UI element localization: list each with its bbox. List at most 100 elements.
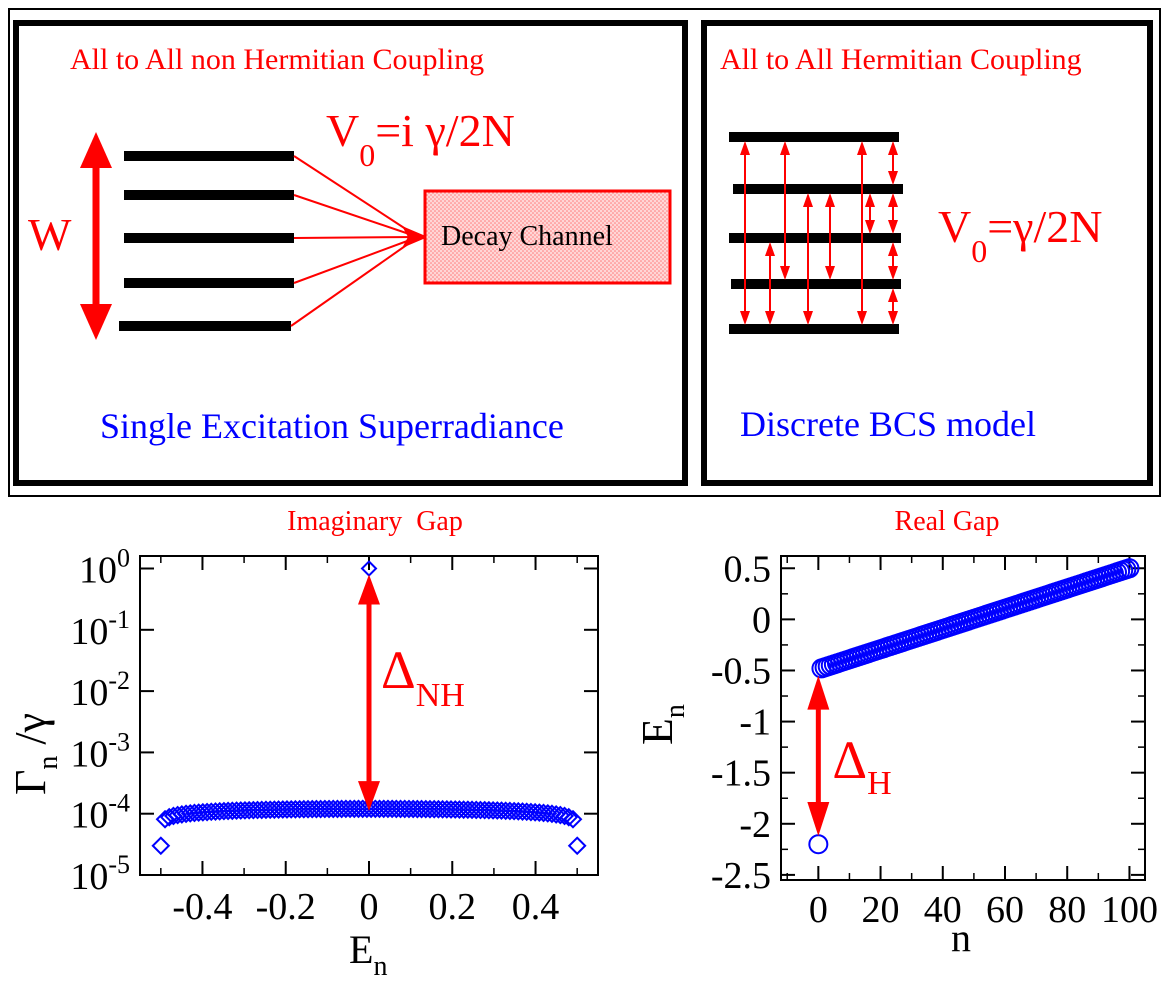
x-tick-label: 80 <box>1048 889 1086 931</box>
real-gap-ticks: 0 20 40 60 80 100 0.5 0 -0.5 -1 -1.5 -2 -2.5 <box>711 548 1158 931</box>
data-point <box>563 809 583 829</box>
data-point <box>529 803 549 823</box>
data-point <box>290 799 310 819</box>
arrowhead <box>888 242 898 256</box>
data-point <box>471 800 490 820</box>
arrowhead <box>888 288 898 302</box>
y-tick-label: -0.5 <box>711 650 771 692</box>
x-tick-label: 0.2 <box>429 886 477 928</box>
hermitian-heading: All to All Hermitian Coupling <box>720 43 1082 76</box>
non-hermitian-panel-border <box>13 20 688 486</box>
arrowhead <box>888 220 898 234</box>
decay-channel-label: Decay Channel <box>441 221 613 252</box>
real-gap-points <box>808 558 1140 855</box>
hermitian-panel: All to All Hermitian Coupling V0=γ/2N Di… <box>701 20 1153 486</box>
data-point <box>277 800 297 819</box>
y-tick-label: 100 <box>79 544 130 592</box>
arrowhead <box>865 220 875 234</box>
data-point <box>311 799 331 819</box>
data-point <box>399 799 419 819</box>
data-point <box>243 800 263 820</box>
arrowhead <box>807 802 830 837</box>
energy-level <box>119 321 291 331</box>
imaginary-gap-ticks: -0.4 -0.2 0 0.2 0.4 100 10-1 10-2 10-3 10-4 10-5 <box>70 544 598 928</box>
data-point <box>302 799 322 819</box>
real-gap-xlabel: n <box>951 915 971 960</box>
y-tick-label: -1 <box>739 702 771 744</box>
hermitian-coupling-label: V0=γ/2N <box>938 201 1103 269</box>
y-tick-label: 0.5 <box>724 548 772 590</box>
data-point <box>323 799 343 819</box>
data-point <box>521 802 541 822</box>
x-tick-label: 20 <box>862 889 900 931</box>
arrowhead <box>807 675 830 710</box>
non-hermitian-panel: All to All non Hermitian Coupling W V0=i… <box>13 20 688 486</box>
data-point <box>424 799 444 819</box>
data-point <box>412 799 431 819</box>
data-point <box>357 799 377 819</box>
data-point <box>386 799 406 819</box>
data-point <box>252 800 272 820</box>
data-point <box>273 800 293 819</box>
energy-level <box>729 233 901 243</box>
y-tick-label: 10-5 <box>70 850 130 898</box>
pair-coupling-arrow <box>857 141 867 325</box>
data-point <box>315 799 335 819</box>
data-point <box>458 800 478 820</box>
arrowhead <box>888 193 898 207</box>
imaginary-gap-xlabel: En <box>349 927 387 981</box>
outer-frame <box>8 8 1161 497</box>
data-point <box>391 799 410 819</box>
energy-levels-right <box>729 132 903 334</box>
data-point <box>260 800 280 820</box>
real-gap-ylabel: En <box>633 704 691 745</box>
data-point <box>328 799 347 819</box>
pair-coupling-arrow <box>825 193 835 280</box>
data-point <box>517 802 537 822</box>
energy-level <box>124 233 294 243</box>
imaginary-gap-points <box>151 560 587 856</box>
x-tick-label: 0 <box>809 889 828 931</box>
data-point <box>462 800 482 820</box>
pair-coupling-arrow <box>865 193 875 234</box>
data-point <box>492 801 511 821</box>
data-point <box>513 802 532 821</box>
data-point <box>450 800 469 819</box>
gap-arrow <box>358 574 380 812</box>
data-point <box>214 801 234 821</box>
data-point <box>349 799 368 819</box>
arrowhead <box>857 311 867 325</box>
data-point <box>407 799 427 819</box>
arrowhead <box>888 266 898 280</box>
data-point <box>500 801 520 821</box>
non-hermitian-coupling-label: V0=i γ/2N <box>326 105 515 173</box>
data-point <box>256 800 276 820</box>
pair-coupling-arrow <box>888 193 898 234</box>
coupling-lines <box>290 155 419 327</box>
data-point <box>231 801 251 820</box>
arrowhead <box>857 141 867 155</box>
pair-coupling-arrow <box>888 242 898 280</box>
data-point <box>344 799 364 819</box>
arrowhead <box>740 141 750 155</box>
arrowhead <box>888 141 898 155</box>
pair-coupling-arrow <box>780 141 790 280</box>
arrowhead <box>803 193 813 207</box>
data-point <box>294 799 314 819</box>
data-point <box>285 799 305 819</box>
data-point <box>445 800 465 819</box>
non-hermitian-heading: All to All non Hermitian Coupling <box>70 43 484 76</box>
arrowhead <box>765 242 775 256</box>
energy-level <box>124 151 294 161</box>
data-point <box>332 799 352 819</box>
data-point <box>340 799 360 819</box>
data-point <box>269 800 288 819</box>
data-point <box>403 799 423 819</box>
x-tick-label: 40 <box>924 889 962 931</box>
data-point <box>475 800 495 820</box>
gap-label: ΔH <box>832 730 891 802</box>
data-point <box>264 800 284 820</box>
data-point <box>374 799 394 819</box>
data-point <box>496 801 516 821</box>
